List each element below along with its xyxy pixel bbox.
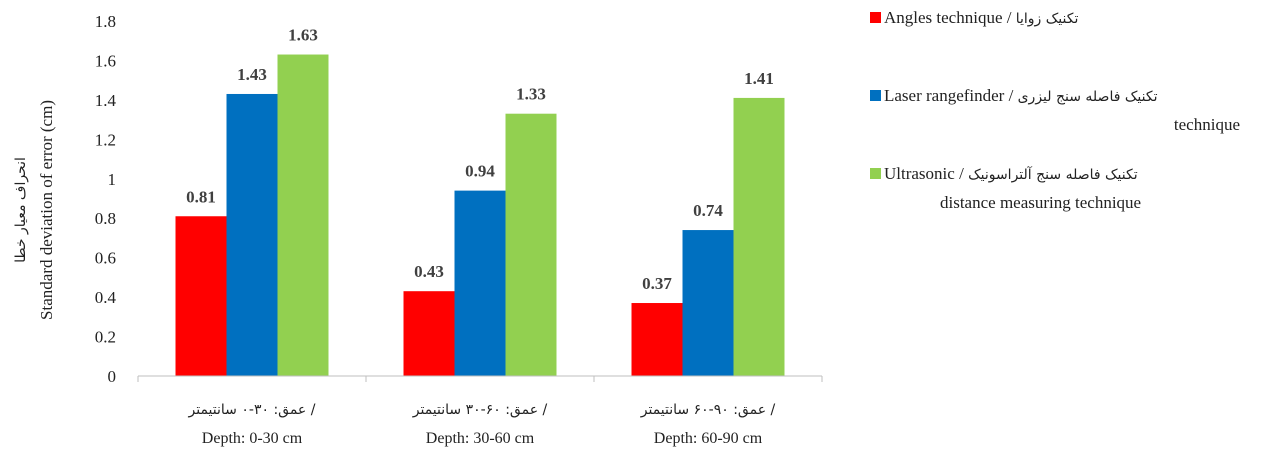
y-tick-label: 1.4 xyxy=(95,91,117,110)
category-label-fa: عمق: ۳۰-۰ سانتیمتر / xyxy=(188,402,316,418)
legend-swatch-laser xyxy=(870,90,881,101)
category-label: Depth: 0-30 cm xyxy=(202,430,303,447)
bar-chart: 00.20.40.60.811.21.41.61.8 0.811.431.630… xyxy=(13,12,823,447)
data-label: 1.43 xyxy=(237,65,267,84)
y-tick-label: 1.6 xyxy=(95,51,116,70)
legend-label-laser-line2: technique xyxy=(1173,115,1240,134)
data-label: 1.41 xyxy=(744,69,774,88)
data-label: 0.37 xyxy=(642,274,672,293)
data-label: 0.81 xyxy=(186,187,216,206)
y-tick-label: 0.4 xyxy=(95,288,117,307)
y-tick-label: 0.8 xyxy=(95,209,116,228)
legend-item-ultrasonic: Ultrasonic / تکنیک فاصله سنج آلتراسونیک … xyxy=(870,160,1240,217)
legend-label-ultrasonic-fa: تکنیک فاصله سنج آلتراسونیک xyxy=(968,167,1138,183)
y-tick-label: 0.2 xyxy=(95,328,116,347)
data-label: 0.94 xyxy=(465,162,495,181)
bar xyxy=(505,113,557,376)
y-axis-label: Standard deviation of error (cm) xyxy=(37,100,56,320)
category-label: Depth: 30-60 cm xyxy=(426,430,535,447)
category-label-fa: عمق: ۹۰-۶۰ سانتیمتر / xyxy=(640,402,776,418)
bar xyxy=(454,190,506,376)
legend-item-laser: Laser rangefinder / تکنیک فاصله سنج لیزر… xyxy=(870,82,1240,139)
legend-swatch-angles xyxy=(870,12,881,23)
data-label: 0.43 xyxy=(414,262,444,281)
bar xyxy=(733,97,785,377)
y-tick-label: 0.6 xyxy=(95,249,116,268)
legend-label-ultrasonic: Ultrasonic xyxy=(884,164,955,183)
y-tick-label: 0 xyxy=(108,367,117,386)
bar xyxy=(277,54,329,377)
bar xyxy=(403,291,455,376)
category-label-fa: عمق: ۶۰-۳۰ سانتیمتر / xyxy=(412,402,548,418)
bar xyxy=(226,93,278,376)
y-axis-ticks: 0 0.2 0.4 0.6 0.8 1 1.2 1.4 1.6 1.8 xyxy=(95,12,117,386)
bar xyxy=(631,303,683,376)
category-label: Depth: 60-90 cm xyxy=(654,430,763,447)
y-tick-label: 1 xyxy=(108,170,117,189)
data-label: 1.63 xyxy=(288,26,318,45)
data-label: 0.74 xyxy=(693,201,723,220)
legend-label-angles-fa: تکنیک زوایا xyxy=(1015,11,1079,27)
legend-label-angles: Angles technique xyxy=(884,8,1003,27)
legend-swatch-ultrasonic xyxy=(870,168,881,179)
x-axis-tick-marks xyxy=(137,376,823,382)
data-label: 1.33 xyxy=(516,85,546,104)
y-axis-label-fa: انحراف معیار خطا xyxy=(13,157,29,263)
y-tick-label: 1.8 xyxy=(95,12,116,31)
legend-label-ultrasonic-line2: distance measuring technique xyxy=(940,193,1142,212)
bar xyxy=(175,216,227,376)
data-labels: 0.81 1.43 1.63 0.43 0.94 1.33 0.37 0.74 1.41 xyxy=(186,26,774,293)
bar xyxy=(682,230,734,376)
legend-item-angles: Angles technique / تکنیک زوایا xyxy=(870,4,1240,33)
legend-label-laser: Laser rangefinder xyxy=(884,86,1005,105)
bars xyxy=(175,54,785,377)
y-tick-label: 1.2 xyxy=(95,130,116,149)
legend-separator: / xyxy=(1004,86,1018,105)
legend-separator: / xyxy=(954,164,969,183)
category-labels: عمق: ۳۰-۰ سانتیمتر / Depth: 0-30 cm عمق: ۶… xyxy=(188,402,776,447)
legend-label-laser-fa: تکنیک فاصله سنج لیزری xyxy=(1017,89,1158,105)
legend-separator: / xyxy=(1002,8,1016,27)
